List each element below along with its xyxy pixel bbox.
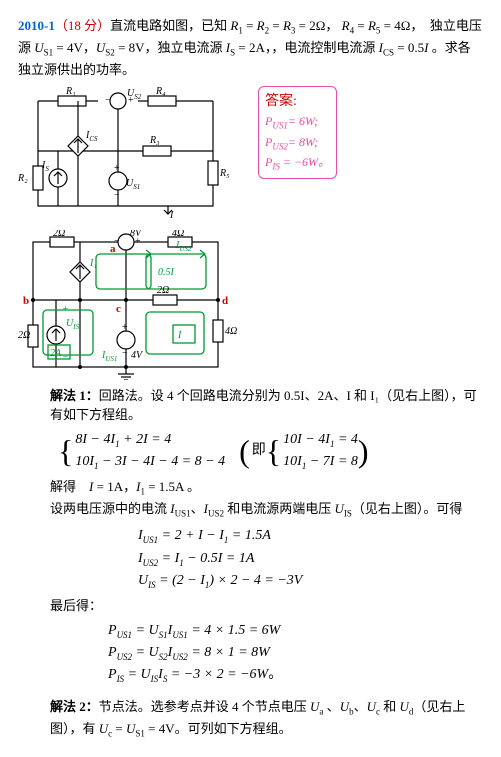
answer-title: 答案: xyxy=(265,91,330,112)
eq-R45: R xyxy=(342,18,350,33)
problem-number: 2010-1 xyxy=(18,18,55,33)
derived-currents: IUS1 = 2 + I − I1 = 1.5A IUS2 = I1 − 0.5… xyxy=(138,525,483,592)
solution2-head: 解法 2： xyxy=(50,699,99,714)
solve-lead: 解得 xyxy=(50,479,76,494)
label-R5: R₅ xyxy=(219,168,230,179)
label-R4: R₄ xyxy=(155,86,166,97)
f2-I1: I₁ xyxy=(89,258,97,269)
label-R2: R₂ xyxy=(18,173,28,184)
svg-text:4Ω: 4Ω xyxy=(172,230,184,239)
svg-text:+: + xyxy=(62,304,69,315)
equation-system: { 8I − 4I1 + 2I = 4 10I1 − 3I − 4I − 4 =… xyxy=(58,429,483,474)
f2-Ius1: IUS1 xyxy=(101,350,117,363)
label-Ics: ICS xyxy=(85,130,98,143)
svg-text:4V: 4V xyxy=(131,350,144,361)
eq-L1: 8I − 4I1 + 2I = 4 xyxy=(75,432,171,447)
label-R1: R₁ xyxy=(65,86,76,97)
node-b: b xyxy=(23,295,29,307)
eq-R1: 10I − 4I1 = 4 xyxy=(283,432,358,447)
problem-score: （18 分） xyxy=(55,18,110,33)
circuit-figure-1: R₁ R₄ R₂ R₃ R₅ US2 US1 IS ICS I − + + − xyxy=(18,86,238,227)
svg-text:−: − xyxy=(62,352,69,363)
answer-line-3: PIS = −6W。 xyxy=(265,153,330,174)
svg-text:−: − xyxy=(114,190,120,201)
label-R3: R₃ xyxy=(149,135,160,146)
f2-Uis: UIS xyxy=(66,318,80,331)
svg-text:+: + xyxy=(122,322,128,333)
answer-box: 答案: PUS1= 6W; PUS2= 8W; PIS = −6W。 xyxy=(258,86,337,180)
svg-text:−: − xyxy=(122,348,128,359)
node-a: a xyxy=(110,243,116,255)
solution1-head: 解法 1： xyxy=(50,388,99,403)
svg-text:4Ω: 4Ω xyxy=(225,326,237,337)
final-lead: 最后得： xyxy=(50,596,483,616)
f2-loop-05I: 0.5I xyxy=(158,267,175,278)
f2-2ohm-tl: 2Ω xyxy=(53,230,65,239)
svg-text:+: + xyxy=(114,163,120,174)
problem-statement: 2010-1（18 分）直流电路如图，已知 R1 = R2 = R3 = 2Ω，… xyxy=(18,16,483,80)
svg-text:2Ω: 2Ω xyxy=(157,285,169,296)
eq-R2: 10I1 − 7I = 8 xyxy=(283,454,358,469)
intro-text: 直流电路如图，已知 xyxy=(110,18,227,33)
node-c: c xyxy=(116,303,121,315)
svg-text:2Ω: 2Ω xyxy=(18,330,30,341)
node-d: d xyxy=(222,295,228,307)
label-Us1: US1 xyxy=(126,178,140,191)
svg-text:+: + xyxy=(135,236,141,247)
plus-top: − xyxy=(105,95,111,106)
solution1-step2: 设两电压源中的电流 IUS1、IUS2 和电流源两端电压 UIS（见右上图）。可… xyxy=(50,499,483,521)
eq-mid: 即 xyxy=(252,440,266,461)
figure-row-1: R₁ R₄ R₂ R₃ R₅ US2 US1 IS ICS I − + + − … xyxy=(18,86,483,227)
final-powers: PUS1 = US1IUS1 = 4 × 1.5 = 6W PUS2 = US2… xyxy=(108,620,483,687)
f2-loop-I: I xyxy=(177,330,182,341)
answer-line-1: PUS1= 6W; xyxy=(265,112,330,133)
eq-L2: 10I1 − 3I − 4I − 4 = 8 − 4 xyxy=(75,454,225,469)
svg-text:+: + xyxy=(128,95,134,106)
answer-line-2: PUS2= 8W; xyxy=(265,133,330,154)
f2-loop-2A: 2A xyxy=(50,348,62,359)
label-I: I xyxy=(169,210,174,221)
circuit-figure-2: 2Ω 4Ω 8V 2Ω 2Ω 4Ω 4V − + + − 0.5I 2A I I… xyxy=(18,230,483,386)
solution-1: 解法 1：回路法。设 4 个回路电流分别为 0.5I、2A、I 和 I₁（见右上… xyxy=(18,386,483,687)
solution-2: 解法 2：节点法。选参考点并设 4 个节点电压 Ua 、Ub、Uc 和 Ud（见… xyxy=(18,697,483,741)
solution1-desc: 回路法。设 4 个回路电流分别为 0.5I、2A、I 和 I₁（见右上图），可有… xyxy=(50,388,477,423)
